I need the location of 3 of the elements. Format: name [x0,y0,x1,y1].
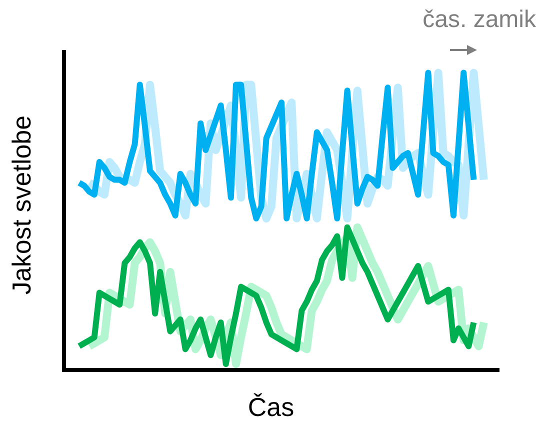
x-axis-title: Čas [246,392,296,423]
y-axis-title: Jakost svetlobe [6,115,38,295]
text: čas. zamik [422,6,536,34]
